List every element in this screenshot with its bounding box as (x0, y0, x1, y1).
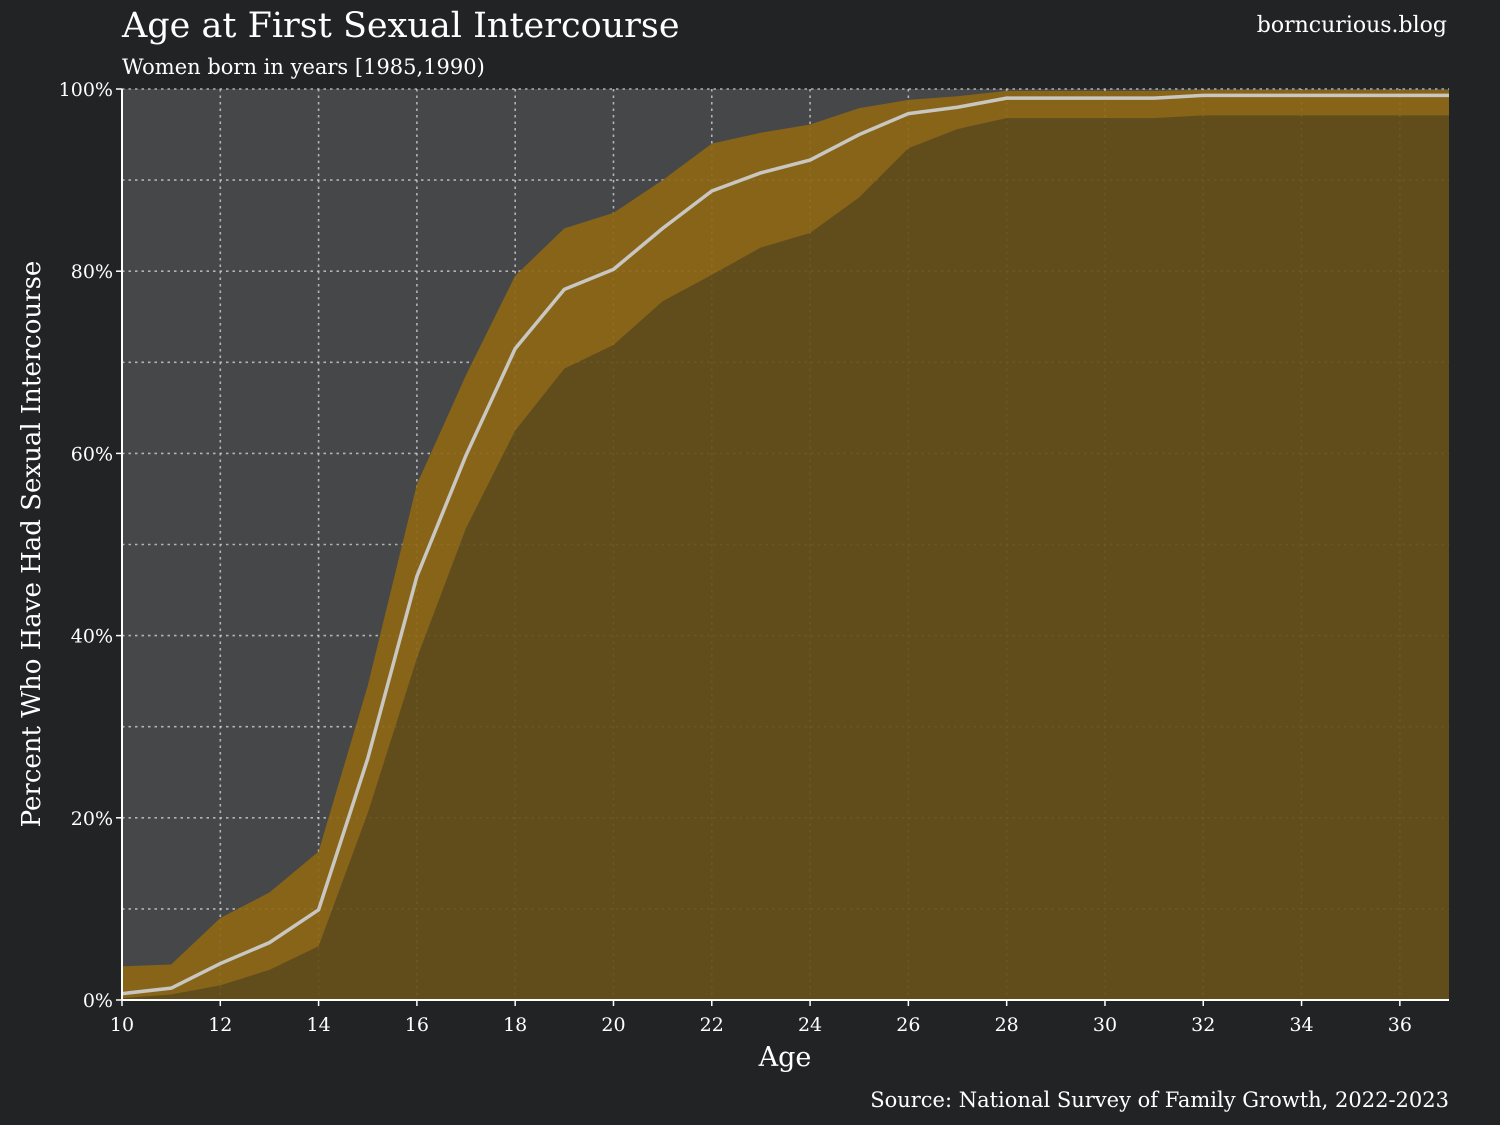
y-tick-label: 0% (83, 990, 113, 1012)
x-tick-label: 22 (700, 1014, 724, 1036)
x-tick-label: 36 (1388, 1014, 1412, 1036)
x-tick-label: 28 (995, 1014, 1019, 1036)
x-tick-label: 20 (601, 1014, 625, 1036)
y-tick-label: 80% (71, 261, 113, 283)
source-note: Source: National Survey of Family Growth… (870, 1088, 1449, 1112)
y-tick-label: 20% (71, 808, 113, 830)
x-tick-label: 34 (1289, 1014, 1313, 1036)
x-axis-label: Age (758, 1042, 812, 1073)
watermark: borncurious.blog (1257, 13, 1447, 38)
x-tick-label: 24 (798, 1014, 822, 1036)
x-tick-label: 12 (208, 1014, 232, 1036)
area-below-lower-bound (122, 115, 1449, 1000)
x-tick-label: 26 (896, 1014, 920, 1036)
x-tick-label: 30 (1093, 1014, 1117, 1036)
y-tick-label: 60% (71, 443, 113, 465)
confidence-band (122, 89, 1449, 999)
y-tick-label: 40% (71, 626, 113, 648)
chart-title: Age at First Sexual Intercourse (121, 6, 680, 46)
y-axis-label: Percent Who Have Had Sexual Intercourse (17, 261, 47, 828)
chart-subtitle: Women born in years [1985,1990) (122, 55, 485, 79)
y-tick-label: 100% (59, 79, 113, 101)
x-tick-label: 18 (503, 1014, 527, 1036)
x-tick-label: 32 (1191, 1014, 1215, 1036)
x-tick-label: 16 (405, 1014, 429, 1036)
plot-area: 10 12 14 16 18 20 22 24 26 28 30 32 34 36 0% 20% 40% 60% 8… (59, 79, 1449, 1036)
x-tick-label: 14 (306, 1014, 330, 1036)
x-tick-label: 10 (110, 1014, 134, 1036)
estimate-line (121, 93, 1449, 996)
